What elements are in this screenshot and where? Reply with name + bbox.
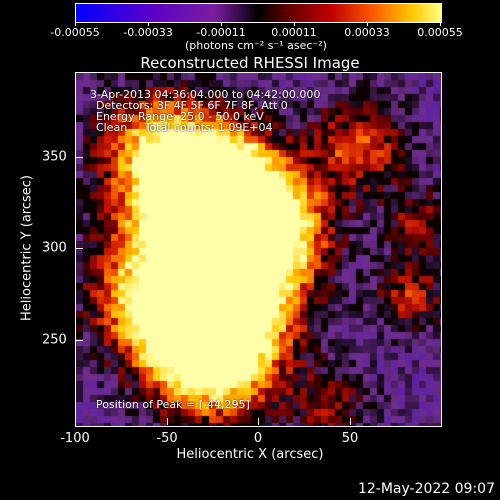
x-tick (350, 418, 351, 425)
colorbar (75, 3, 442, 23)
colorbar-tick (221, 22, 222, 26)
colorbar-tick (294, 22, 295, 26)
colorbar-tick (75, 22, 76, 26)
x-tick-label: -100 (60, 431, 90, 446)
generation-date: 12-May-2022 09:07 (357, 481, 495, 497)
x-axis-label: Heliocentric X (arcsec) (176, 447, 324, 462)
peak-position-label: Position of Peak = [-44,295] (96, 398, 250, 411)
y-tick-label: 350 (42, 149, 67, 165)
time-range-label: 3-Apr-2013 04:36:04.000 to 04:42:00.000 (90, 88, 321, 101)
colorbar-tick-label: -0.00033 (123, 26, 173, 39)
x-tick-label: 50 (341, 431, 359, 446)
solar-image: 3-Apr-2013 04:36:04.000 to 04:42:00.000 … (75, 72, 442, 427)
colorbar-tick-label: -0.00055 (50, 26, 100, 39)
colorbar-units: (photons cm⁻² s⁻¹ asec⁻²) (185, 39, 327, 52)
colorbar-tick-label: -0.00011 (196, 26, 246, 39)
x-tick-label: -50 (156, 431, 178, 446)
x-tick (75, 418, 76, 425)
colorbar-tick-label: 0.00055 (417, 26, 463, 39)
colorbar-tick-label: 0.00011 (271, 26, 317, 39)
colorbar-tick (440, 22, 441, 26)
x-tick (167, 418, 168, 425)
y-tick-label: 300 (42, 240, 67, 256)
detectors-label: Detectors: 3F 4F 5F 6F 7F 8F, Att 0 (96, 99, 288, 112)
energy-range-label: Energy Range: 25.0 - 50.0 keV (96, 110, 264, 123)
y-tick (76, 340, 83, 341)
y-tick (76, 157, 83, 158)
y-tick-label: 250 (42, 332, 67, 348)
x-tick (258, 418, 259, 425)
y-axis-label: Heliocentric Y (arcsec) (19, 175, 35, 321)
clean-counts-label: Clean Total counts: 1.09E+04 (96, 121, 273, 134)
colorbar-tick (148, 22, 149, 26)
colorbar-tick-label: 0.00033 (344, 26, 390, 39)
image-title: Reconstructed RHESSI Image (140, 54, 360, 72)
heatmap-canvas (76, 73, 441, 426)
x-tick-label: 0 (253, 431, 263, 446)
colorbar-tick (367, 22, 368, 26)
y-tick (76, 248, 83, 249)
